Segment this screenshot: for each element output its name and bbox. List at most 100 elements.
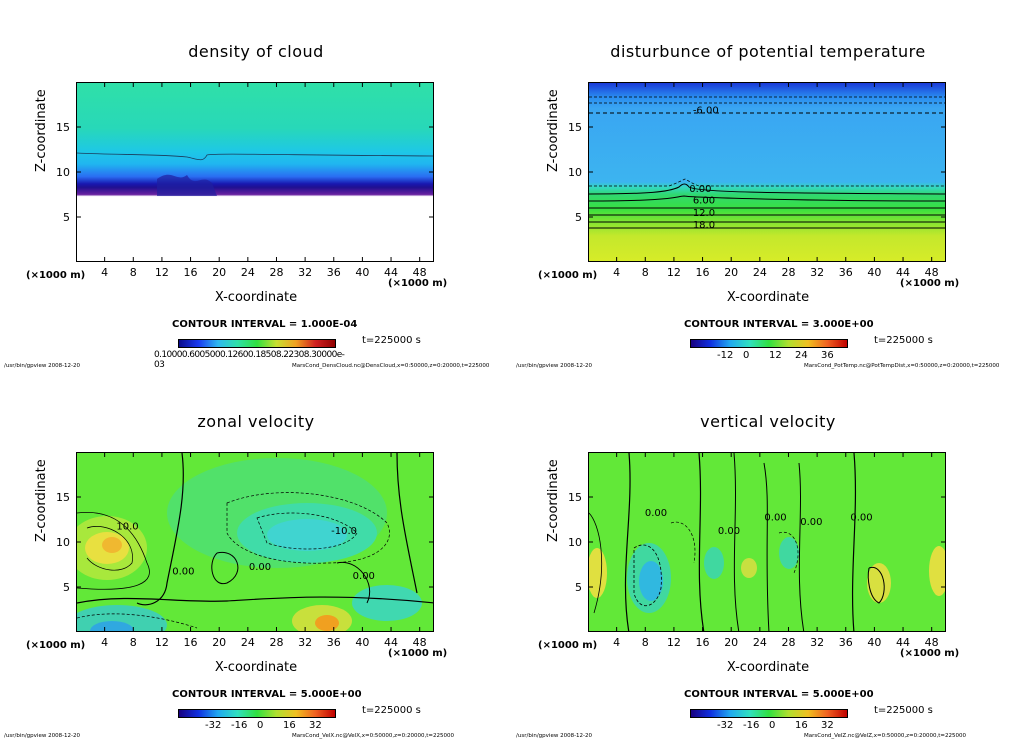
x-tick-label: 12 <box>667 636 681 649</box>
x-tick-label: 28 <box>781 636 795 649</box>
x-tick-label: 16 <box>184 636 198 649</box>
x-tick-label: 40 <box>355 636 369 649</box>
contour-label: 18.0 <box>693 220 715 231</box>
x-tick-label: 36 <box>839 636 853 649</box>
contour-interval: CONTOUR INTERVAL = 5.000E+00 <box>684 689 874 700</box>
contour-label: 0.00 <box>689 184 711 195</box>
colorbar-tick-label: 0 <box>257 720 264 731</box>
y-tick-label: 10 <box>568 166 582 179</box>
colorbar-tick-label: 16 <box>795 720 808 731</box>
contour-label: 6.00 <box>693 196 715 207</box>
y-tick-label: 10 <box>56 166 70 179</box>
plot-area <box>76 82 434 262</box>
x-unit-left: (×1000 m) <box>26 270 86 281</box>
y-tick-label: 10 <box>568 536 582 549</box>
colorbar <box>690 709 848 718</box>
colorbar-tick-label: 0 <box>769 720 776 731</box>
x-tick-label: 16 <box>696 266 710 279</box>
y-tick-label: 5 <box>63 211 70 224</box>
x-unit-left: (×1000 m) <box>538 640 598 651</box>
footer-left: /usr/bin/gpview 2008-12-20 <box>516 363 593 369</box>
colorbar-ticks: -12 0 12 24 36 <box>682 350 862 362</box>
x-tick-label: 8 <box>130 266 137 279</box>
x-unit-right: (×1000 m) <box>900 278 960 289</box>
contour-interval: CONTOUR INTERVAL = 3.000E+00 <box>684 319 874 330</box>
x-tick-label: 4 <box>613 636 620 649</box>
y-tick-label: 15 <box>56 121 70 134</box>
colorbar-tick-label: 24 <box>795 350 808 361</box>
x-tick-label: 4 <box>101 266 108 279</box>
y-axis-label: Z-coordinate <box>34 89 49 172</box>
x-tick-label: 24 <box>241 266 255 279</box>
y-tick-label: 15 <box>568 491 582 504</box>
plot-area: 10.0 -10.0 0.00 0.00 0.00 <box>76 452 434 632</box>
x-tick-label: 28 <box>269 266 283 279</box>
x-tick-label: 44 <box>896 266 910 279</box>
x-unit-right: (×1000 m) <box>388 648 448 659</box>
x-tick-label: 40 <box>867 266 881 279</box>
colorbar-ticks: -32 -16 0 16 32 <box>170 720 350 732</box>
time-label: t=225000 s <box>874 705 933 716</box>
chart-title: density of cloud <box>188 42 324 61</box>
colorbar-tick-label: 32 <box>309 720 322 731</box>
colorbar-ticks: 0.10000.6005000.12600.18508.22308.30000e… <box>154 350 350 370</box>
x-unit-left: (×1000 m) <box>538 270 598 281</box>
footer-right: MarsCond_DensCloud.nc@DensCloud,x=0:5000… <box>292 363 490 369</box>
x-tick-label: 20 <box>212 266 226 279</box>
x-tick-label: 8 <box>642 636 649 649</box>
contour-label: 0.00 <box>850 513 872 524</box>
x-tick-label: 48 <box>413 266 427 279</box>
x-tick-label: 20 <box>212 636 226 649</box>
x-axis-label: X-coordinate <box>726 290 810 305</box>
colorbar-ticks: -32 -16 0 16 32 <box>682 720 862 732</box>
x-tick-label: 12 <box>155 266 169 279</box>
footer-right: MarsCond_VelX.nc@VelX,x=0:50000,z=0:2000… <box>292 733 455 739</box>
y-tick-label: 15 <box>56 491 70 504</box>
x-tick-label: 44 <box>384 266 398 279</box>
heatmap-field <box>77 83 433 261</box>
chart-panel-vertical-velocity: vertical velocity 0.00 0.00 0.00 0.00 0.00 <box>512 370 1024 740</box>
contour-label: 0.00 <box>172 567 194 578</box>
x-tick-label: 8 <box>642 266 649 279</box>
x-tick-label: 20 <box>724 266 738 279</box>
colorbar-tick-label: 12 <box>769 350 782 361</box>
colorbar-tick-label: -32 <box>717 720 734 731</box>
contour-label: 0.00 <box>249 562 271 573</box>
footer-right: MarsCond_PotTemp.nc@PotTempDist,x=0:5000… <box>804 363 1000 369</box>
contour-labels: 10.0 -10.0 0.00 0.00 0.00 <box>116 522 375 583</box>
x-tick-label: 28 <box>269 636 283 649</box>
y-axis-label: Z-coordinate <box>546 89 561 172</box>
y-tick-label: 10 <box>56 536 70 549</box>
colorbar-tick-label: -32 <box>205 720 222 731</box>
y-tick-label: 5 <box>63 581 70 594</box>
footer-left: /usr/bin/gpview 2008-12-20 <box>4 363 81 369</box>
time-label: t=225000 s <box>362 335 421 346</box>
x-tick-label: 4 <box>101 636 108 649</box>
x-unit-left: (×1000 m) <box>26 640 86 651</box>
x-tick-label: 36 <box>327 636 341 649</box>
y-tick-label: 15 <box>568 121 582 134</box>
x-tick-label: 40 <box>355 266 369 279</box>
colorbar <box>178 339 336 348</box>
x-tick-label: 24 <box>753 636 767 649</box>
contour-labels: 0.00 0.00 0.00 0.00 0.00 <box>645 508 873 537</box>
chart-title: zonal velocity <box>197 412 315 431</box>
contour-label: 0.00 <box>353 571 375 582</box>
time-label: t=225000 s <box>362 705 421 716</box>
x-tick-label: 8 <box>130 636 137 649</box>
footer-left: /usr/bin/gpview 2008-12-20 <box>516 733 593 739</box>
x-tick-label: 44 <box>384 636 398 649</box>
colorbar-tick-label: 32 <box>821 720 834 731</box>
x-tick-label: 36 <box>839 266 853 279</box>
chart-title: vertical velocity <box>700 412 836 431</box>
x-tick-label: 32 <box>810 636 824 649</box>
colorbar-tick-label: 16 <box>283 720 296 731</box>
colorbar-tick-label: 0.10000.6005000.12600.18508.22308.30000e… <box>154 350 345 370</box>
y-axis-label: Z-coordinate <box>34 459 49 542</box>
x-tick-label: 44 <box>896 636 910 649</box>
contour-label: 0.00 <box>800 517 822 528</box>
